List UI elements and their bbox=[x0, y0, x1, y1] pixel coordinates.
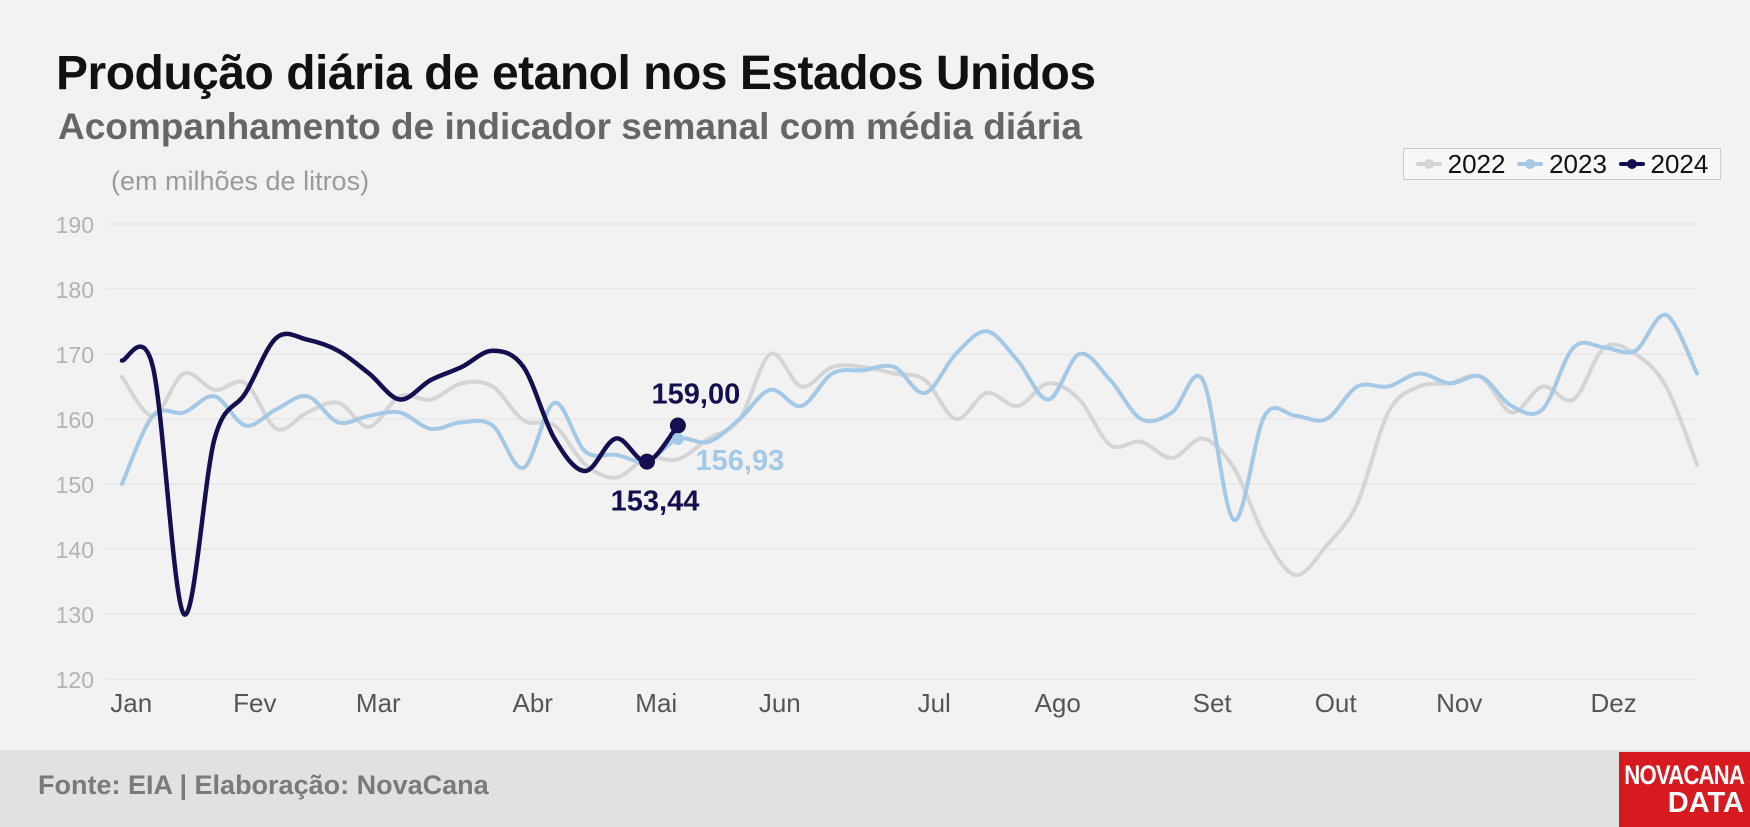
legend-label-2024: 2024 bbox=[1650, 149, 1709, 179]
data-label: 159,00 bbox=[652, 379, 741, 411]
x-tick-label-jan: Jan bbox=[110, 688, 152, 718]
x-tick-label-mai: Mai bbox=[635, 688, 677, 718]
x-tick-label-jul: Jul bbox=[918, 688, 951, 718]
x-tick-label-out: Out bbox=[1315, 688, 1358, 718]
data-label: 156,93 bbox=[696, 445, 785, 477]
y-tick-label: 170 bbox=[56, 342, 94, 368]
footer-bar: Fonte: EIA | Elaboração: NovaCana bbox=[0, 750, 1750, 827]
x-tick-label-mar: Mar bbox=[356, 688, 401, 718]
unit-label: (em milhões de litros) bbox=[111, 166, 370, 196]
chart-title: Produção diária de etanol nos Estados Un… bbox=[56, 47, 1096, 100]
novacana-data-logo: NOVACANA DATA bbox=[1619, 752, 1750, 827]
y-tick-label: 190 bbox=[56, 212, 94, 238]
legend-swatch-2022 bbox=[1415, 158, 1442, 170]
y-tick-label: 120 bbox=[56, 667, 94, 693]
x-tick-label-fev: Fev bbox=[233, 688, 276, 718]
y-tick-label: 130 bbox=[56, 602, 94, 628]
y-tick-label: 180 bbox=[56, 277, 94, 303]
point-marker-2024 bbox=[639, 453, 655, 470]
x-tick-label-ago: Ago bbox=[1035, 688, 1081, 718]
legend: 2022 2023 2024 bbox=[1403, 148, 1721, 180]
x-tick-label-abr: Abr bbox=[513, 688, 554, 718]
x-tick-label-nov: Nov bbox=[1436, 688, 1482, 718]
x-axis-ticks: Jan Fev Mar Abr Mai Jun Jul Ago Set Out Nov Dez bbox=[110, 688, 1636, 718]
point-marker-2023 bbox=[671, 432, 684, 445]
legend-item-2024: 2024 bbox=[1618, 149, 1709, 179]
legend-label-2023: 2023 bbox=[1549, 149, 1607, 179]
y-tick-label: 140 bbox=[56, 537, 94, 563]
series-line-2022 bbox=[120, 342, 1699, 577]
legend-swatch-2024 bbox=[1618, 158, 1645, 170]
annotations: 159,00 153,44 156,93 bbox=[611, 379, 785, 518]
chart-subtitle: Acompanhamento de indicador semanal com … bbox=[58, 106, 1082, 147]
y-tick-label: 160 bbox=[56, 407, 94, 433]
series-line-2023 bbox=[120, 312, 1699, 522]
legend-label-2022: 2022 bbox=[1447, 149, 1506, 179]
x-tick-label-set: Set bbox=[1193, 688, 1233, 718]
gridlines bbox=[105, 223, 1697, 680]
x-tick-label-dez: Dez bbox=[1590, 688, 1636, 718]
logo-line-2: DATA bbox=[1667, 786, 1744, 819]
x-tick-label-jun: Jun bbox=[759, 688, 801, 718]
logo-line-1: NOVACANA bbox=[1624, 759, 1745, 790]
series-lines bbox=[119, 312, 1699, 617]
legend-swatch-2023 bbox=[1517, 158, 1544, 170]
data-label: 153,44 bbox=[611, 486, 700, 518]
legend-item-2023: 2023 bbox=[1517, 151, 1607, 177]
legend-item-2022: 2022 bbox=[1415, 149, 1506, 179]
line-chart: 120 130 140 150 160 170 180 190 Jan Fev Mar Abr Mai… bbox=[56, 212, 1699, 718]
series-line-2024 bbox=[119, 331, 681, 617]
y-tick-label: 150 bbox=[56, 472, 94, 498]
point-marker-2024 bbox=[669, 417, 686, 434]
y-axis-ticks: 120 130 140 150 160 170 180 190 bbox=[56, 212, 94, 693]
source-note: Fonte: EIA | Elaboração: NovaCana bbox=[38, 770, 489, 800]
